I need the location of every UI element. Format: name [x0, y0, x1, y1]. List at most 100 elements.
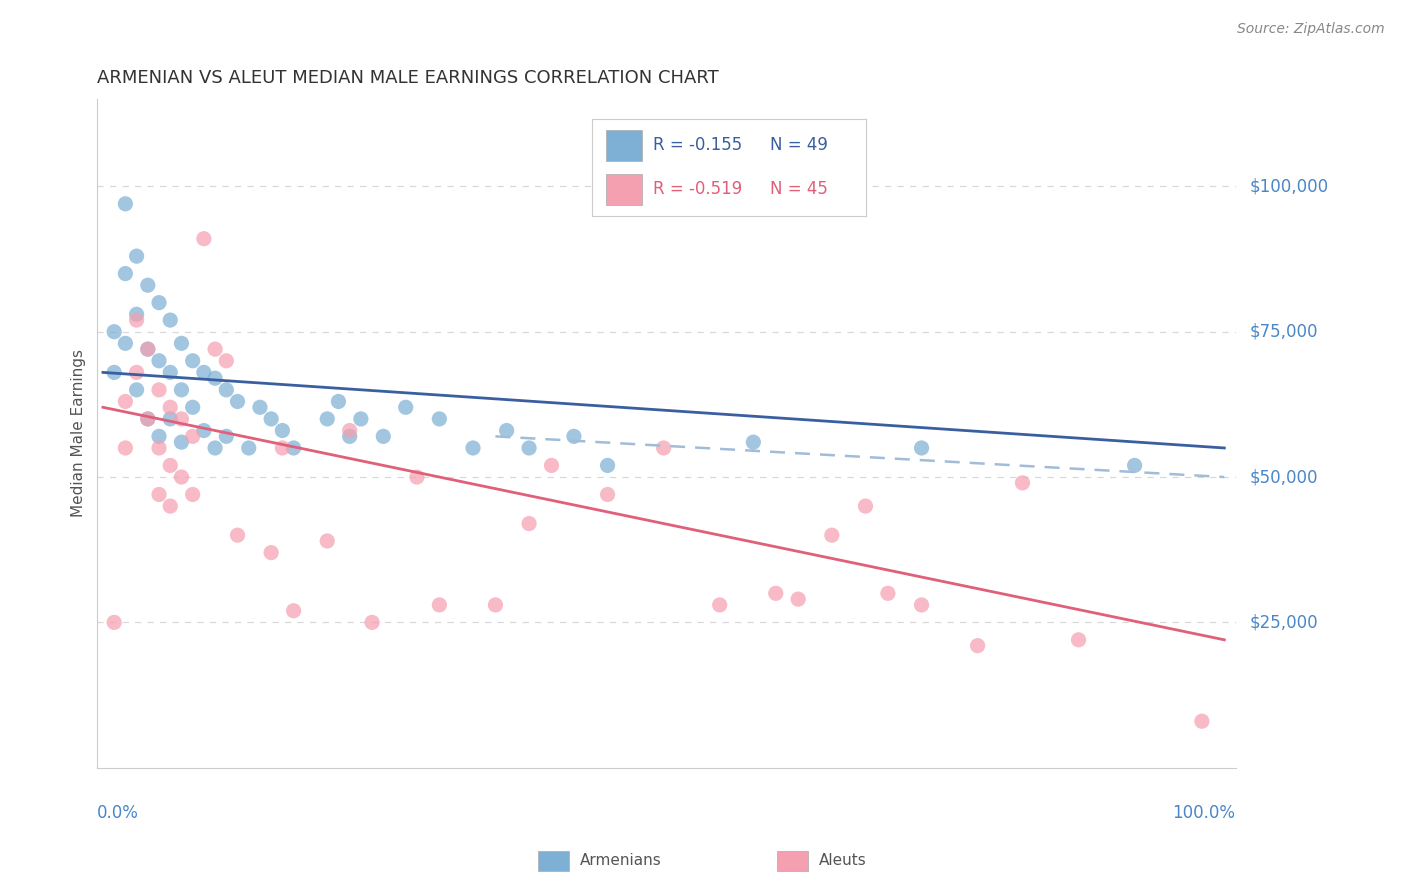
Point — [103, 615, 125, 630]
Point — [765, 586, 787, 600]
Text: Source: ZipAtlas.com: Source: ZipAtlas.com — [1237, 22, 1385, 37]
Point — [562, 429, 585, 443]
Y-axis label: Median Male Earnings: Median Male Earnings — [72, 350, 86, 517]
Point — [709, 598, 731, 612]
Point — [316, 533, 339, 548]
Point — [170, 336, 193, 351]
Point — [148, 353, 170, 368]
Point — [821, 528, 844, 542]
Point — [136, 278, 159, 293]
Point — [204, 371, 226, 385]
Point — [517, 516, 540, 531]
Point — [125, 365, 148, 379]
Point — [114, 394, 136, 409]
Point — [910, 441, 932, 455]
Point — [181, 487, 204, 501]
Point — [159, 412, 181, 426]
Text: Armenians: Armenians — [581, 854, 662, 868]
Point — [159, 401, 181, 415]
Point — [855, 499, 877, 513]
Text: $25,000: $25,000 — [1249, 614, 1317, 632]
Point — [249, 401, 271, 415]
Point — [148, 441, 170, 455]
Point — [193, 365, 215, 379]
Point — [170, 383, 193, 397]
Point — [260, 412, 283, 426]
Point — [215, 383, 238, 397]
Point — [395, 401, 418, 415]
Point — [966, 639, 988, 653]
Point — [181, 401, 204, 415]
Point — [159, 458, 181, 473]
Point — [350, 412, 373, 426]
Point — [540, 458, 562, 473]
Point — [193, 424, 215, 438]
Point — [373, 429, 395, 443]
Point — [193, 232, 215, 246]
Point — [148, 487, 170, 501]
Point — [148, 429, 170, 443]
Point — [328, 394, 350, 409]
Point — [125, 307, 148, 321]
Point — [461, 441, 484, 455]
Point — [125, 383, 148, 397]
Point — [159, 499, 181, 513]
Point — [1011, 475, 1033, 490]
Point — [170, 435, 193, 450]
Point — [170, 470, 193, 484]
Point — [181, 353, 204, 368]
Point — [271, 424, 294, 438]
Point — [114, 336, 136, 351]
Point — [427, 412, 450, 426]
Point — [159, 313, 181, 327]
Point — [136, 412, 159, 426]
Point — [877, 586, 900, 600]
Point — [103, 325, 125, 339]
Point — [406, 470, 429, 484]
Point — [910, 598, 932, 612]
Point — [125, 249, 148, 263]
Point — [652, 441, 675, 455]
Point — [226, 394, 249, 409]
Point — [361, 615, 384, 630]
Point — [238, 441, 260, 455]
Point — [596, 458, 619, 473]
Point — [517, 441, 540, 455]
Text: ARMENIAN VS ALEUT MEDIAN MALE EARNINGS CORRELATION CHART: ARMENIAN VS ALEUT MEDIAN MALE EARNINGS C… — [97, 69, 718, 87]
Text: 100.0%: 100.0% — [1173, 805, 1236, 822]
Point — [339, 424, 361, 438]
Point — [170, 412, 193, 426]
Point — [215, 353, 238, 368]
Point — [204, 342, 226, 356]
Point — [148, 295, 170, 310]
Point — [271, 441, 294, 455]
Point — [1067, 632, 1090, 647]
Point — [136, 412, 159, 426]
Point — [495, 424, 517, 438]
Point — [742, 435, 765, 450]
Point — [1191, 714, 1213, 729]
Point — [316, 412, 339, 426]
Point — [159, 365, 181, 379]
Text: Aleuts: Aleuts — [818, 854, 866, 868]
Point — [339, 429, 361, 443]
Point — [787, 592, 810, 607]
Point — [125, 313, 148, 327]
Point — [215, 429, 238, 443]
Point — [484, 598, 506, 612]
Point — [136, 342, 159, 356]
Text: 0.0%: 0.0% — [97, 805, 139, 822]
Point — [181, 429, 204, 443]
Point — [204, 441, 226, 455]
Point — [114, 197, 136, 211]
Point — [114, 441, 136, 455]
Text: $75,000: $75,000 — [1249, 323, 1317, 341]
Point — [114, 267, 136, 281]
Point — [283, 604, 305, 618]
Point — [427, 598, 450, 612]
Point — [136, 342, 159, 356]
Point — [226, 528, 249, 542]
Point — [103, 365, 125, 379]
Text: $100,000: $100,000 — [1249, 178, 1329, 195]
Point — [1123, 458, 1146, 473]
